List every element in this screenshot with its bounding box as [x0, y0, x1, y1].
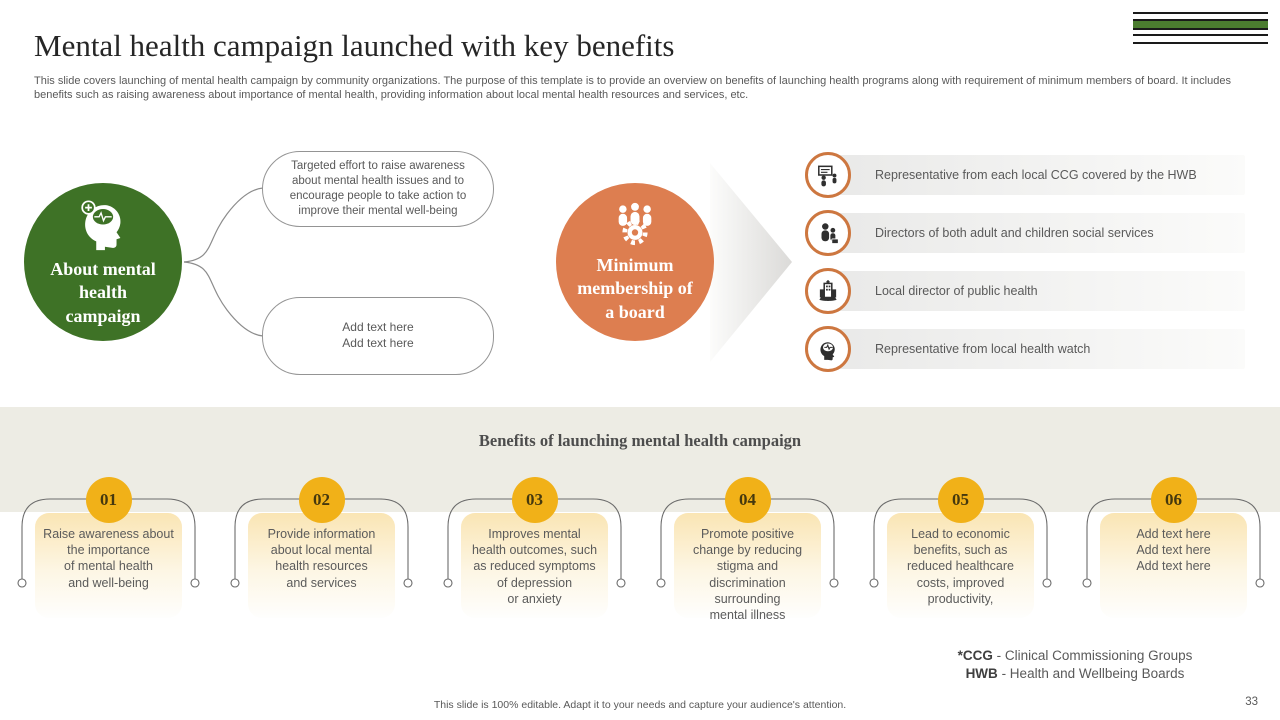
slide-description: This slide covers launching of mental he… [34, 75, 1231, 102]
benefit-item-02: Provide information about local mental hea… [215, 477, 428, 627]
callout-placeholder-text: Add text here Add text here [342, 320, 414, 350]
footnote-ccg: *CCG - Clinical Commissioning Groups [957, 648, 1193, 663]
member-row: Representative from each local CCG cover… [805, 152, 1250, 198]
head-brain-plus-icon [81, 200, 121, 251]
benefit-item-03: Improves mental health outcomes, such as r… [428, 477, 641, 627]
logo-stripe [1133, 28, 1268, 30]
benefits-heading: Benefits of launching mental health camp… [478, 431, 802, 450]
editable-note: This slide is 100% editable. Adapt it to… [433, 699, 847, 711]
benefit-text: Lead to economic benefits, such as reduced… [887, 513, 1034, 618]
page-title: Mental health campaign launched with key… [34, 28, 675, 63]
public-health-building-icon [805, 268, 851, 314]
callout-bubble-top: Targeted effort to raise awareness about… [262, 151, 494, 227]
callout-bubble-bottom: Add text here Add text here [262, 297, 494, 375]
page-number: 33 [1245, 696, 1258, 708]
benefit-number-badge: 01 [85, 477, 132, 523]
presentation-people-icon [805, 152, 851, 198]
benefit-text: Promote positive change by reducing stigma… [674, 513, 821, 622]
about-campaign-circle: About mental health campaign [24, 183, 182, 341]
callout-text: Targeted effort to raise awareness about… [289, 159, 467, 218]
benefit-text: Improves mental health outcomes, such as r… [461, 513, 608, 618]
logo-stripe [1133, 42, 1268, 44]
team-gear-icon [618, 202, 652, 245]
social-services-people-icon [805, 210, 851, 256]
member-row: Representative from local health watch [805, 326, 1250, 372]
benefits-band [0, 407, 1280, 512]
benefit-number-badge: 04 [724, 477, 771, 523]
minimum-membership-label: Minimum membership of a board [577, 254, 693, 322]
logo-stripe [1133, 19, 1268, 21]
member-row: Directors of both adult and children soc… [805, 210, 1250, 256]
member-text: Representative from local health watch [825, 329, 1245, 369]
benefit-item-05: Lead to economic benefits, such as reduced… [854, 477, 1067, 627]
footnote-hwb: HWB - Health and Wellbeing Boards [965, 665, 1185, 681]
benefits-list: Raise awareness about the importance of me… [2, 477, 1280, 627]
benefit-number-badge: 03 [511, 477, 558, 523]
chevron-arrow [710, 163, 792, 362]
logo-green-bar [1133, 21, 1268, 28]
benefit-number-badge: 05 [937, 477, 984, 523]
benefit-text: Raise awareness about the importance of me… [35, 513, 182, 618]
benefit-number-badge: 06 [1150, 477, 1197, 523]
member-text: Representative from each local CCG cover… [825, 155, 1245, 195]
member-row: Local director of public health [805, 268, 1250, 314]
logo-stripe [1133, 12, 1268, 14]
member-text: Local director of public health [825, 271, 1245, 311]
benefit-number-badge: 02 [298, 477, 345, 523]
minimum-membership-circle: Minimum membership of a board [556, 183, 714, 341]
company-logo [1133, 12, 1268, 44]
mind-head-icon [805, 326, 851, 372]
benefit-item-06: Add text here Add text here Add text here … [1067, 477, 1280, 627]
benefit-item-01: Raise awareness about the importance of me… [2, 477, 215, 627]
benefit-item-04: Promote positive change by reducing stigma… [641, 477, 854, 627]
abbreviation-footnotes: *CCG - Clinical Commissioning Groups HWB… [930, 647, 1220, 683]
about-campaign-label: About mental health campaign [50, 258, 156, 326]
benefit-text: Add text here Add text here Add text here [1100, 513, 1247, 618]
benefit-text: Provide information about local mental hea… [248, 513, 395, 618]
member-text: Directors of both adult and children soc… [825, 213, 1245, 253]
logo-stripe [1133, 34, 1268, 36]
